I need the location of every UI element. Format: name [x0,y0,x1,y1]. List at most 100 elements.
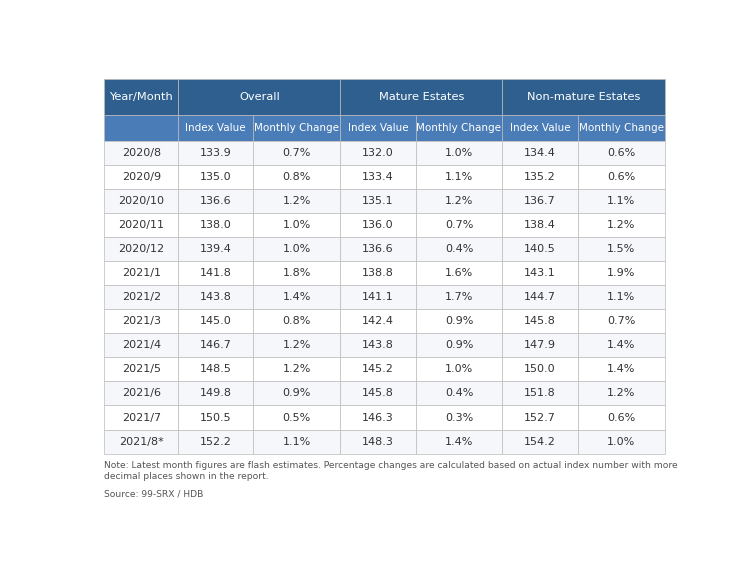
Bar [254,237,340,261]
Text: 135.2: 135.2 [524,172,556,182]
Text: Year/Month: Year/Month [110,92,173,102]
Text: 1.2%: 1.2% [607,388,635,398]
Text: 2020/8: 2020/8 [122,148,160,158]
Bar [416,213,503,237]
Bar [178,405,254,430]
Text: 143.8: 143.8 [200,292,232,302]
Text: 1.6%: 1.6% [445,268,473,278]
Text: 1.2%: 1.2% [607,220,635,230]
Bar [178,285,254,309]
Bar [578,237,664,261]
Bar [340,165,416,189]
Bar [104,261,178,285]
Bar [254,381,340,405]
Text: 0.6%: 0.6% [607,172,635,182]
Bar [503,309,578,333]
Text: 1.2%: 1.2% [283,340,311,350]
Text: 1.2%: 1.2% [283,196,311,206]
Text: 1.1%: 1.1% [607,196,635,206]
Text: 145.0: 145.0 [200,316,232,326]
Bar [503,333,578,357]
Text: Monthly Change: Monthly Change [416,123,502,132]
Bar [340,261,416,285]
Text: 140.5: 140.5 [524,244,556,254]
Text: 1.8%: 1.8% [283,268,311,278]
Text: 136.6: 136.6 [362,244,394,254]
Bar [578,114,664,141]
Text: 135.1: 135.1 [362,196,394,206]
Text: Overall: Overall [239,92,280,102]
Text: 1.1%: 1.1% [445,172,473,182]
Text: 1.2%: 1.2% [445,196,473,206]
Bar [254,430,340,453]
Bar [104,309,178,333]
Bar [340,309,416,333]
Text: 136.0: 136.0 [362,220,394,230]
Bar [178,79,340,114]
Text: 146.3: 146.3 [362,413,394,422]
Text: 1.2%: 1.2% [283,365,311,374]
Bar [340,430,416,453]
Text: 148.3: 148.3 [362,436,394,447]
Text: 2021/3: 2021/3 [122,316,160,326]
Bar [104,114,178,141]
Bar [416,309,503,333]
Bar [104,213,178,237]
Bar [254,309,340,333]
Bar [340,213,416,237]
Bar [416,141,503,165]
Text: 2020/10: 2020/10 [118,196,164,206]
Bar [416,285,503,309]
Text: 151.8: 151.8 [524,388,556,398]
Bar [578,309,664,333]
Bar [254,405,340,430]
Text: 1.0%: 1.0% [445,148,473,158]
Bar [340,333,416,357]
Text: 133.4: 133.4 [362,172,394,182]
Bar [416,237,503,261]
Text: 0.4%: 0.4% [445,244,473,254]
Bar [104,165,178,189]
Text: 136.7: 136.7 [524,196,556,206]
Text: 148.5: 148.5 [200,365,232,374]
Bar [503,213,578,237]
Bar [503,430,578,453]
Bar [254,114,340,141]
Text: 152.7: 152.7 [524,413,556,422]
Text: 135.0: 135.0 [200,172,232,182]
Text: 1.4%: 1.4% [607,365,635,374]
Text: 0.6%: 0.6% [607,413,635,422]
Text: 145.8: 145.8 [524,316,556,326]
Bar [340,357,416,381]
Text: 1.0%: 1.0% [607,436,635,447]
Bar [578,285,664,309]
Text: Note: Latest month figures are flash estimates. Percentage changes are calculate: Note: Latest month figures are flash est… [104,461,678,481]
Text: 0.5%: 0.5% [283,413,311,422]
Bar [578,261,664,285]
Bar [503,357,578,381]
Text: 2021/8*: 2021/8* [118,436,164,447]
Text: 1.4%: 1.4% [283,292,311,302]
Text: Index Value: Index Value [510,123,570,132]
Bar [104,430,178,453]
Bar [254,285,340,309]
Bar [416,261,503,285]
Text: 0.9%: 0.9% [283,388,311,398]
Bar [178,357,254,381]
Text: 145.2: 145.2 [362,365,394,374]
Bar [178,165,254,189]
Bar [416,165,503,189]
Bar [104,405,178,430]
Bar [340,141,416,165]
Text: 138.8: 138.8 [362,268,394,278]
Bar [503,189,578,213]
Text: 0.3%: 0.3% [445,413,473,422]
Text: 146.7: 146.7 [200,340,232,350]
Bar [503,261,578,285]
Text: 2021/7: 2021/7 [122,413,160,422]
Text: 2021/6: 2021/6 [122,388,160,398]
Bar [178,237,254,261]
Bar [503,405,578,430]
Bar [416,430,503,453]
Text: 143.1: 143.1 [524,268,556,278]
